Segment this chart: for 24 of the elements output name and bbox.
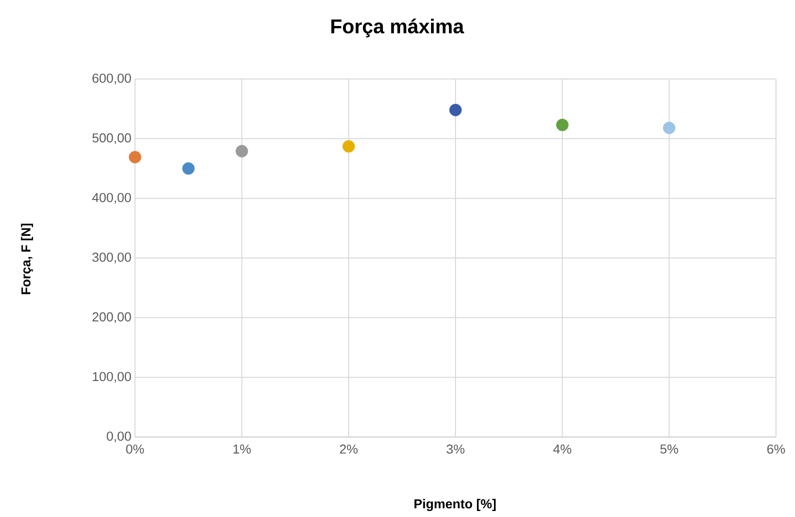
y-tick-label: 100,00	[92, 372, 131, 383]
point	[556, 118, 569, 132]
point	[236, 144, 248, 158]
x-tick-label: 1%	[233, 444, 251, 454]
point	[342, 140, 355, 153]
y-tick-label: 200,00	[92, 312, 131, 324]
x-tick-label: 0%	[126, 444, 144, 454]
x-tick-label: 4%	[553, 444, 572, 454]
x-tick-label: 2%	[340, 444, 358, 454]
point	[128, 150, 142, 164]
point	[182, 162, 195, 175]
y-tick-label: 600,00	[92, 74, 131, 84]
point	[662, 122, 676, 134]
x-axis-title: Pigmento [%]	[414, 498, 496, 512]
x-tick-label: 3%	[446, 444, 464, 454]
y-tick-label: 300,00	[92, 252, 131, 264]
y-tick-label: 500,00	[92, 133, 131, 144]
chart-title: Força máxima	[331, 18, 464, 38]
point	[449, 104, 462, 116]
x-tick-label: 6%	[767, 444, 785, 454]
y-tick-label: 0,00	[106, 432, 131, 442]
y-axis-title: Força, F [N]	[20, 224, 34, 294]
x-tick-label: 5%	[660, 444, 678, 454]
y-tick-label: 400,00	[92, 192, 131, 204]
